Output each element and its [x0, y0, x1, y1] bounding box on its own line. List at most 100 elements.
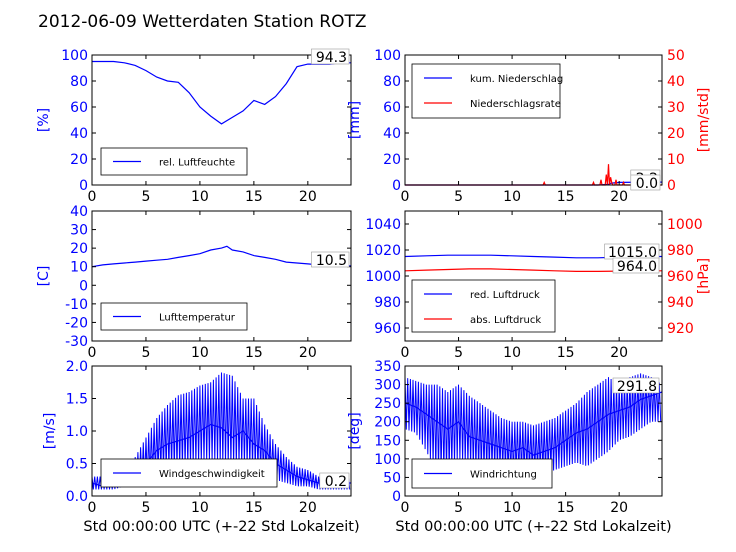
- panel-1-ytick-r-label-5: 50: [667, 48, 685, 64]
- panel-3-legend-label-0: red. Luftdruck: [470, 290, 540, 301]
- panel-5-xtick-label-1: 5: [454, 500, 463, 516]
- panel-0-series-0-line: [92, 60, 351, 125]
- panel-3-xtick-label-4: 20: [610, 345, 628, 361]
- panel-2-ytick-label-6: 30: [70, 223, 88, 239]
- panel-4-ytick-label-3: 1.5: [66, 392, 88, 408]
- panel-1-ylabel-right: [mm/std]: [696, 88, 712, 153]
- panel-5-ytick-label-4: 200: [374, 415, 401, 431]
- panel-4-ytick-label-4: 2.0: [66, 359, 88, 375]
- panel-3-ytick-label-0: 960: [374, 321, 401, 337]
- panel-5-ylabel: [deg]: [347, 412, 363, 449]
- panel-0-value-label-0: 94.3: [316, 50, 347, 66]
- panel-1-legend-box: [411, 63, 561, 119]
- panel-2-xtick-label-1: 5: [141, 345, 150, 361]
- panel-2-xtick-label-0: 0: [88, 345, 97, 361]
- panel-1-legend-label-1: Niederschlagsrate: [470, 99, 561, 110]
- panel-1-xtick-label-4: 20: [610, 189, 628, 205]
- panel-2-xtick-label-4: 20: [299, 345, 317, 361]
- panel-2-ytick-label-2: -10: [65, 297, 88, 313]
- panel-5-frame: [404, 365, 663, 497]
- panel-1-ytick-r-label-2: 20: [667, 126, 685, 142]
- panel-0-xtick-label-0: 0: [88, 189, 97, 205]
- panel-1-value-label-1: 0.0: [636, 176, 658, 192]
- panel-4-value-box-0: [319, 472, 350, 489]
- panel-2-ytick-label-5: 20: [70, 241, 88, 257]
- panel-1-ytick-label-2: 40: [383, 126, 401, 142]
- panel-5-legend-label-0: Windrichtung: [470, 470, 537, 481]
- panel-3-value-label-1: 964.0: [617, 259, 657, 275]
- panel-2-ytick-label-0: -30: [65, 334, 88, 350]
- panel-3-xtick-label-0: 0: [401, 345, 410, 361]
- panel-3-ytick-label-3: 1020: [365, 243, 401, 259]
- panel-5-ytick-label-6: 300: [374, 378, 401, 394]
- panel-3-legend-label-1: abs. Luftdruck: [470, 315, 541, 326]
- panel-5-value-label-0: 291.8: [617, 379, 657, 395]
- panel-2-ytick-label-3: 0: [79, 278, 88, 294]
- panel-0-legend-label-0: rel. Luftfeuchte: [159, 158, 235, 169]
- panel-4-xtick-label-1: 5: [141, 500, 150, 516]
- panel-3-xtick-label-2: 10: [503, 345, 521, 361]
- panel-2-value-label-0: 10.5: [316, 253, 347, 269]
- panel-2-value-box-0: [311, 251, 350, 268]
- panel-4-ytick-label-0: 0.0: [66, 489, 88, 505]
- panel-5-xtick-label-3: 15: [557, 500, 575, 516]
- panel-2-legend-label-0: Lufttemperatur: [159, 313, 236, 324]
- panel-3-ytick-label-1: 980: [374, 295, 401, 311]
- panel-2-ytick-label-1: -20: [65, 315, 88, 331]
- panel-1-ytick-label-5: 100: [374, 48, 401, 64]
- panel-5-ytick-label-5: 250: [374, 396, 401, 412]
- panel-1-series-1-line: [405, 164, 662, 186]
- panel-1-ytick-r-label-3: 30: [667, 100, 685, 116]
- panel-1-ytick-label-4: 80: [383, 74, 401, 90]
- panel-4-value-label-0: 0.2: [325, 474, 347, 490]
- panel-1-frame: [404, 54, 663, 186]
- panel-1-ytick-label-1: 20: [383, 152, 401, 168]
- panel-5-xtick-label-0: 0: [401, 500, 410, 516]
- panel-2-frame: [91, 210, 352, 342]
- panel-5-value-box-0: [612, 377, 660, 394]
- panel-3-legend-box: [411, 279, 556, 333]
- panel-0-ytick-label-0: 0: [79, 178, 88, 194]
- panel-1-xtick-label-0: 0: [401, 189, 410, 205]
- panel-5-ytick-label-3: 150: [374, 433, 401, 449]
- panel-4-xtick-label-3: 15: [245, 500, 263, 516]
- panel-1-ylabel: [mm]: [347, 101, 363, 139]
- panel-1-ytick-label-3: 60: [383, 100, 401, 116]
- panel-3-ytick-r-label-2: 960: [667, 269, 694, 285]
- panel-1-xtick-label-2: 10: [503, 189, 521, 205]
- panel-5-xtick-label-4: 20: [610, 500, 628, 516]
- panel-3-ytick-label-2: 1000: [365, 269, 401, 285]
- panel-0-ytick-label-3: 60: [70, 100, 88, 116]
- panel-0-xtick-label-3: 15: [245, 189, 263, 205]
- panel-2-ytick-label-4: 10: [70, 260, 88, 276]
- panel-3-value-label-0: 1015.0: [608, 245, 657, 261]
- panel-0-xtick-label-1: 5: [141, 189, 150, 205]
- panel-1-xtick-label-3: 15: [557, 189, 575, 205]
- panel-1-xtick-label-1: 5: [454, 189, 463, 205]
- panel-2-xtick-label-3: 15: [245, 345, 263, 361]
- panel-1-legend-label-0: kum. Niederschlag: [470, 74, 563, 85]
- panel-4-legend-label-0: Windgeschwindigkeit: [159, 469, 265, 480]
- panel-0-xtick-label-4: 20: [299, 189, 317, 205]
- panel-0-ytick-label-4: 80: [70, 74, 88, 90]
- panel-5-xtick-label-2: 10: [503, 500, 521, 516]
- panel-3-xtick-label-3: 15: [557, 345, 575, 361]
- figure-title: 2012-06-09 Wetterdaten Station ROTZ: [38, 12, 367, 32]
- panel-2-ylabel: [C]: [36, 266, 52, 287]
- panel-1-ytick-r-label-4: 40: [667, 74, 685, 90]
- panel-4-xtick-label-0: 0: [88, 500, 97, 516]
- panel-0-xtick-label-2: 10: [191, 189, 209, 205]
- panel-4-xlabel: Std 00:00:00 UTC (+-22 Std Lokalzeit): [83, 519, 359, 535]
- panel-1-value-box-1: [630, 174, 661, 191]
- panel-3-ytick-r-label-0: 920: [667, 321, 694, 337]
- panel-4-xtick-label-2: 10: [191, 500, 209, 516]
- panel-2-series-0-line: [91, 245, 352, 268]
- panel-4-ytick-label-2: 1.0: [66, 424, 88, 440]
- panel-0-frame: [91, 54, 352, 186]
- panel-3-ylabel-right: [hPa]: [696, 258, 712, 294]
- panel-2-ytick-label-7: 40: [70, 204, 88, 220]
- panel-5-ytick-label-0: 0: [392, 489, 401, 505]
- panel-2-xtick-label-2: 10: [191, 345, 209, 361]
